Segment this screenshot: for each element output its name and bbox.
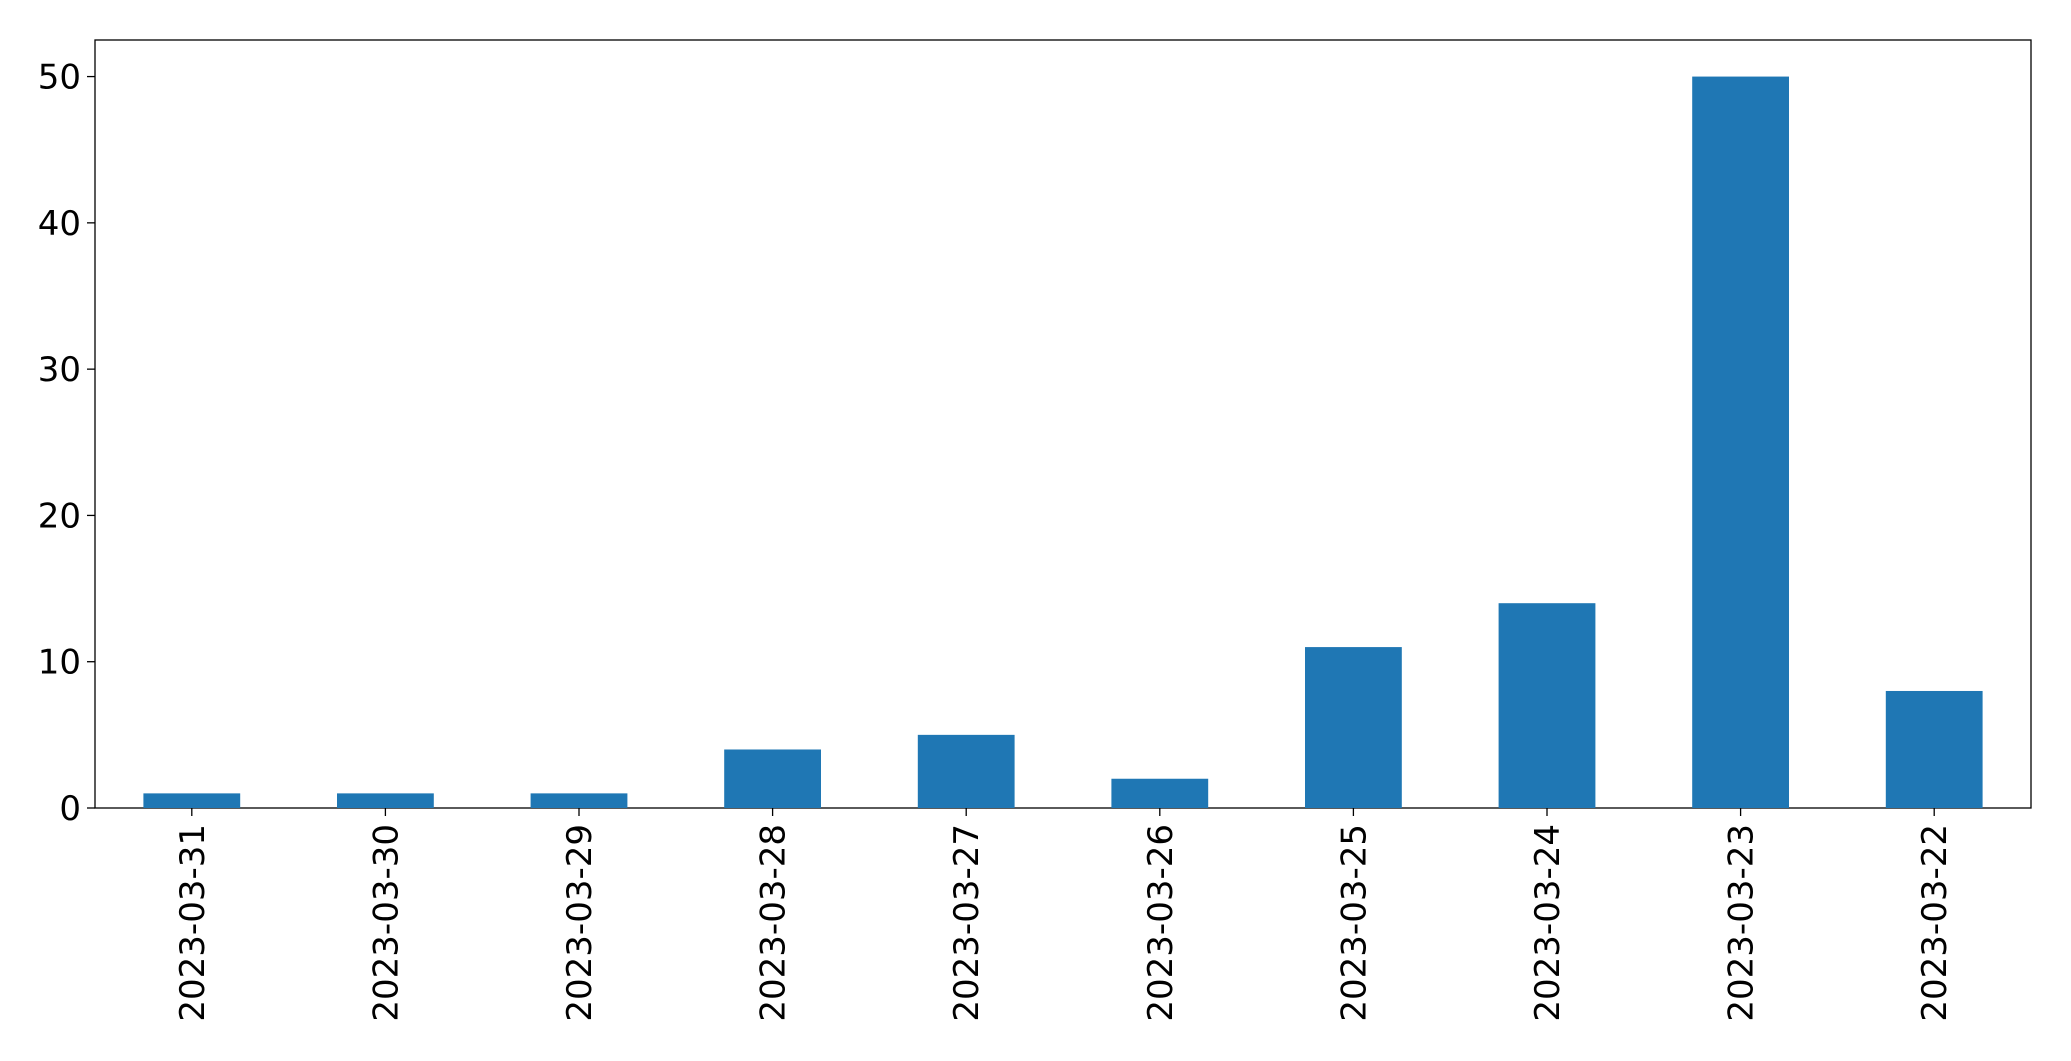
y-tick-label: 0 (59, 789, 81, 829)
x-tick-label: 2023-03-24 (1528, 824, 1568, 1022)
bar (530, 793, 628, 808)
bar (143, 793, 241, 808)
x-tick-label: 2023-03-23 (1722, 824, 1762, 1022)
bar (1885, 690, 1983, 808)
x-tick-label: 2023-03-29 (560, 824, 600, 1022)
x-tick-label: 2023-03-25 (1334, 824, 1374, 1022)
y-tick-label: 20 (38, 496, 81, 536)
bar (1692, 76, 1789, 809)
x-tick-label: 2023-03-31 (173, 824, 213, 1022)
bar (337, 793, 434, 808)
plot-frame (94, 39, 2032, 809)
y-tick-label: 40 (38, 204, 81, 244)
y-tick-label: 50 (38, 58, 81, 98)
bar (917, 734, 1015, 808)
bar (1111, 778, 1209, 808)
bar (1498, 603, 1596, 808)
x-tick-label: 2023-03-26 (1141, 824, 1181, 1022)
x-tick-label: 2023-03-28 (754, 824, 794, 1022)
x-tick-label: 2023-03-27 (947, 824, 987, 1022)
bar (724, 749, 821, 808)
y-tick-label: 10 (38, 643, 81, 683)
bar (1305, 647, 1402, 808)
y-tick-label: 30 (38, 350, 81, 390)
x-tick-label: 2023-03-30 (366, 824, 406, 1022)
x-tick-label: 2023-03-22 (1915, 824, 1955, 1022)
